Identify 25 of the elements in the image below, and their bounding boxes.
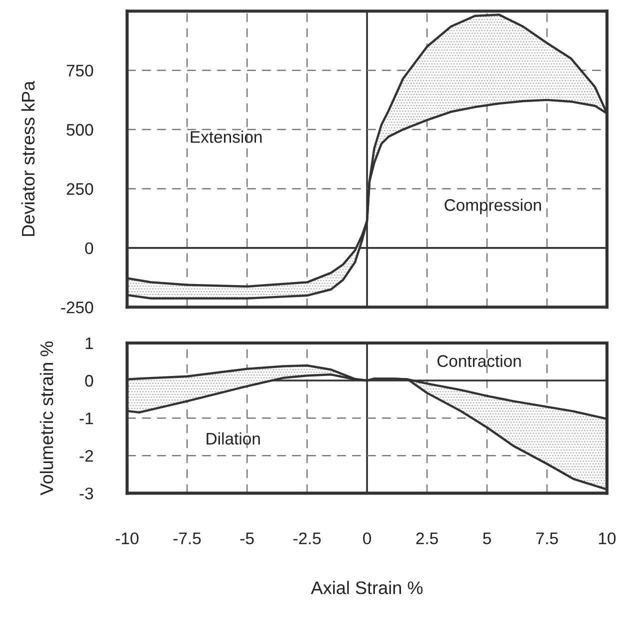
y-axis-title: Deviator stress kPa bbox=[21, 80, 35, 236]
x-tick-label: 7.5 bbox=[536, 532, 558, 544]
y-tick-label: 0 bbox=[85, 242, 94, 254]
y-tick-label: 1 bbox=[86, 338, 93, 350]
x-tick-label: 0 bbox=[363, 532, 372, 544]
y-tick-label: -250 bbox=[61, 302, 94, 314]
x-tick-label: 10 bbox=[598, 532, 616, 544]
x-tick-label: 5 bbox=[483, 532, 491, 544]
annotation: Dilation bbox=[206, 432, 260, 445]
y-axis-title: Volumetric strain % bbox=[40, 341, 54, 496]
x-tick-label: 2.5 bbox=[416, 532, 438, 544]
x-tick-label: -5 bbox=[240, 532, 254, 544]
y-tick-label: 750 bbox=[66, 64, 94, 77]
x-tick-label: -7.5 bbox=[173, 532, 201, 544]
x-tick-label: -2.5 bbox=[293, 532, 321, 544]
x-axis-title: Axial Strain % bbox=[310, 580, 423, 594]
y-tick-label: -1 bbox=[80, 412, 93, 424]
y-tick-label: -2 bbox=[80, 450, 93, 462]
x-tick-label: -10 bbox=[116, 532, 138, 544]
y-tick-label: 250 bbox=[66, 183, 94, 195]
y-tick-label: 0 bbox=[85, 374, 94, 387]
y-tick-label: -3 bbox=[80, 488, 94, 500]
y-tick-label: 500 bbox=[66, 124, 94, 136]
annotation: Contraction bbox=[437, 354, 521, 367]
annotation: Compression bbox=[444, 198, 541, 214]
